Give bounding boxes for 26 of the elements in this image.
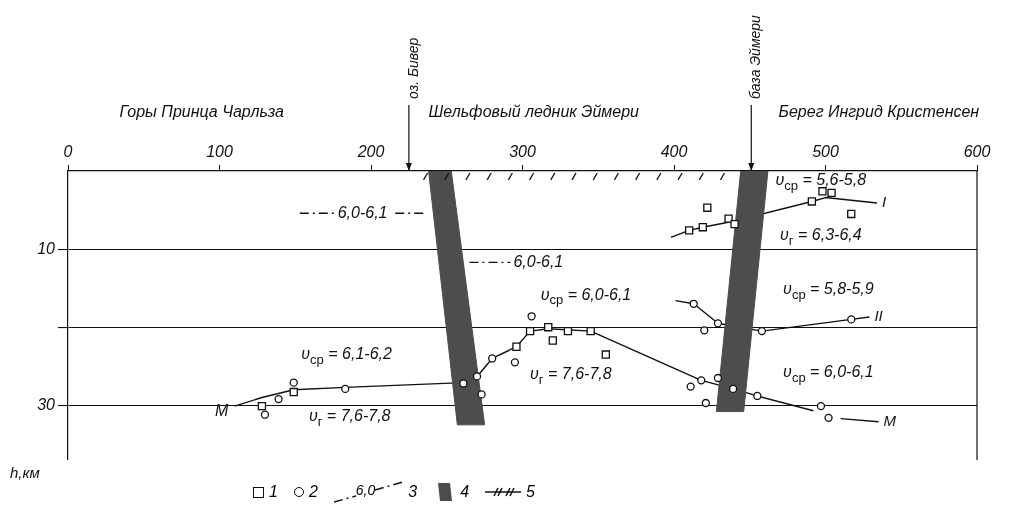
y-tick-label: 10 <box>37 239 56 257</box>
text: оз. Бивер <box>404 37 421 99</box>
legend-label: 3 <box>408 483 418 501</box>
text: база Эймери <box>747 14 764 99</box>
x-tick-label: 100 <box>206 142 233 160</box>
series-label: I <box>882 193 887 211</box>
text: Горы Принца Чарльза <box>119 103 285 121</box>
series-label: M <box>883 411 897 429</box>
legend-label: 5 <box>526 483 535 501</box>
x-tick-label: 600 <box>963 142 991 160</box>
annotation: 6,0-6,1 <box>337 203 388 221</box>
text: Берег Ингрид Кристенсен <box>778 103 980 121</box>
legend-label: 4 <box>460 483 470 501</box>
x-tick-label: 200 <box>356 142 385 160</box>
y-axis-title: h,км <box>10 464 40 482</box>
x-tick-label: 500 <box>812 142 839 160</box>
x-tick-label: 300 <box>509 142 536 160</box>
x-tick-label: 0 <box>63 142 73 160</box>
x-tick-label: 400 <box>660 142 688 160</box>
text: Шельфовый ледник Эймери <box>428 103 640 121</box>
y-tick-label: 30 <box>37 395 56 413</box>
annotation: 6,0-6,1 <box>513 252 564 270</box>
legend-label: 2 <box>308 483 318 501</box>
text: 6,0 <box>355 482 376 498</box>
legend-label: 1 <box>269 483 278 501</box>
series-label: II <box>874 307 883 325</box>
